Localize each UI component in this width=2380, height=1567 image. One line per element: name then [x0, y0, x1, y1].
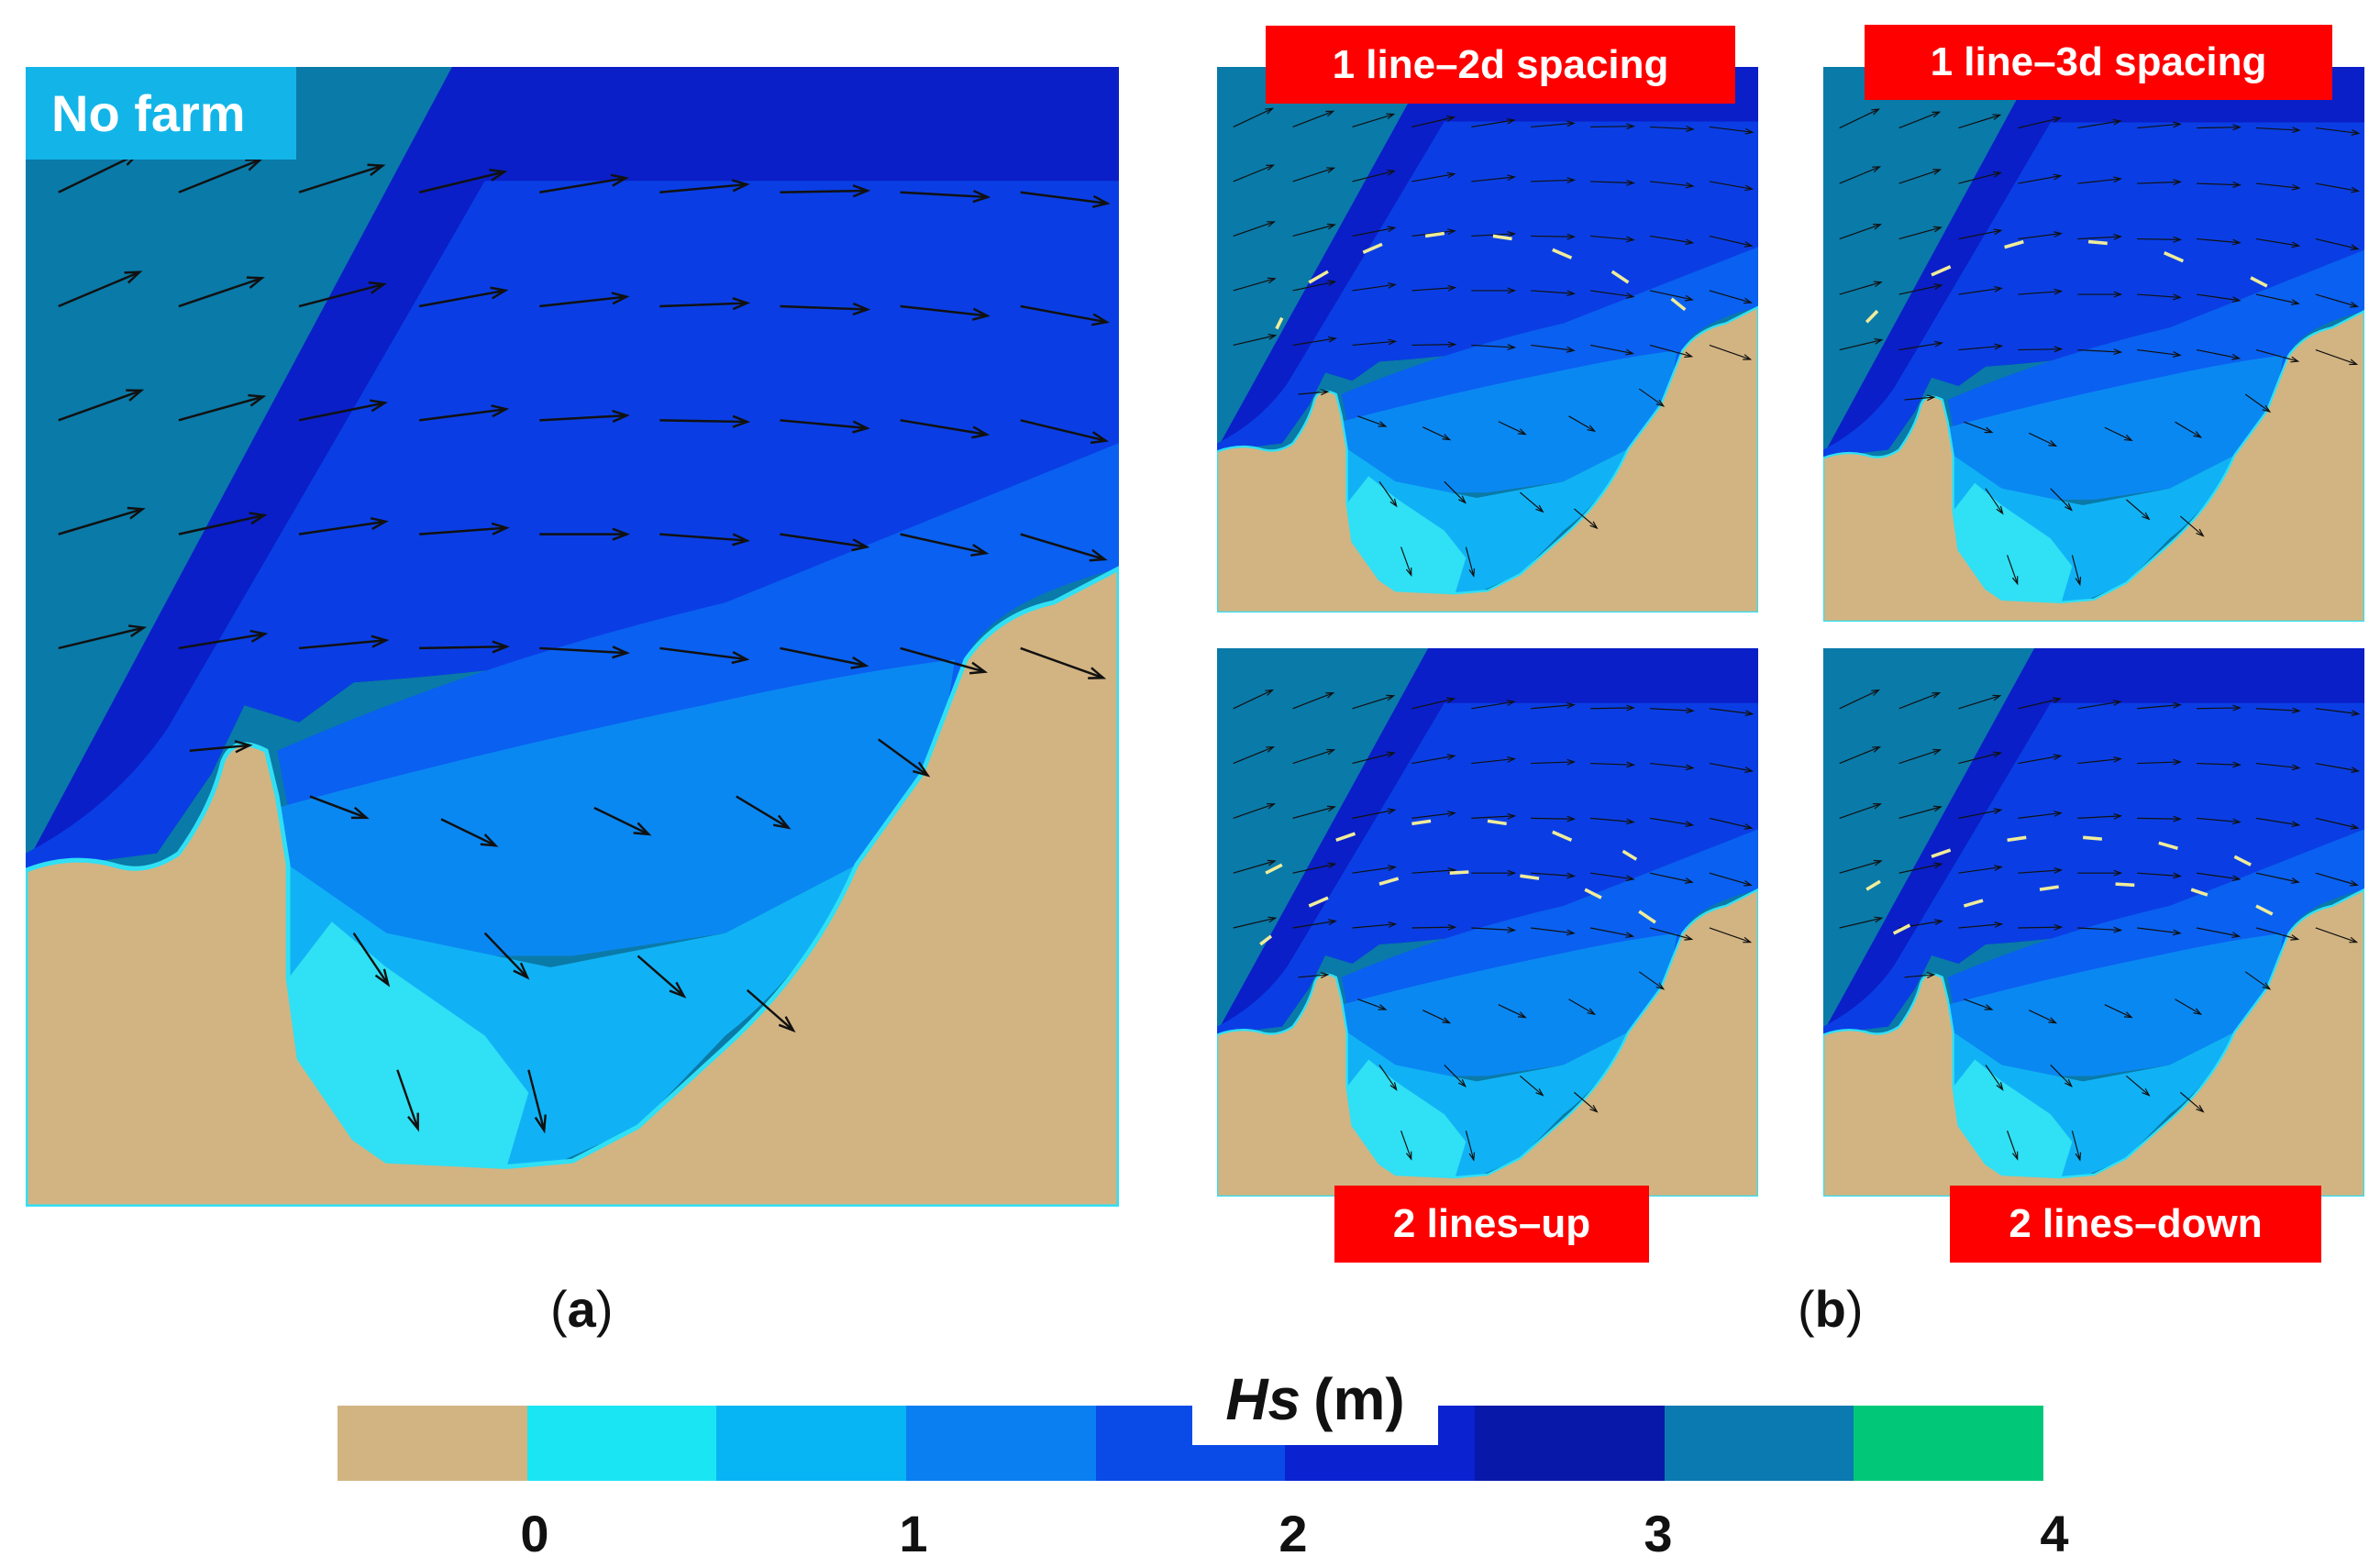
- hs-band-band_1_5: [1947, 355, 2284, 500]
- colorbar-tick-3: 3: [1644, 1505, 1673, 1562]
- land-area: [1823, 888, 2364, 1197]
- farm-device: [1670, 297, 1687, 312]
- wave-direction-arrows: [1233, 689, 1755, 1162]
- subfigure-label-a: (a): [550, 1280, 614, 1338]
- wave-direction-arrows: [1839, 689, 2361, 1162]
- hs-band-band_1_5: [277, 659, 956, 956]
- farm-device: [1520, 874, 1540, 880]
- farm-device: [1622, 849, 1638, 861]
- farm-device: [2158, 841, 2178, 850]
- land-area: [26, 566, 1119, 1207]
- wave-direction-arrows: [58, 152, 1111, 1134]
- farm-device: [1638, 910, 1656, 924]
- farm-device: [1265, 863, 1283, 875]
- hs-band-band_2_5: [1823, 122, 2364, 461]
- farm-device: [2190, 888, 2208, 897]
- farm-device: [2087, 239, 2108, 246]
- farm-device: [2250, 276, 2268, 288]
- no-farm-label: No farm: [26, 67, 296, 160]
- hs-band-band_1_5: [1341, 932, 1677, 1076]
- farm-device: [1275, 316, 1284, 330]
- farm-device: [1487, 819, 1507, 826]
- hs-band-band_1_5: [1947, 932, 2284, 1076]
- farm-device: [2007, 835, 2027, 843]
- farm-device: [2004, 239, 2024, 249]
- hs-band-band_0_5: [1346, 476, 1467, 594]
- colorbar-segment: [1664, 1406, 1854, 1481]
- colorbar: [338, 1406, 2044, 1481]
- panel-b-bottom-left-map: [1217, 648, 1758, 1197]
- land-area: [1217, 305, 1758, 612]
- panel-b-top-left-svg: [1217, 67, 1758, 612]
- subfigure-label-b: (b): [1798, 1280, 1864, 1338]
- land-area: [1217, 888, 1758, 1197]
- panel-b-bottom-left-svg: [1217, 648, 1758, 1197]
- wave-direction-arrows: [1839, 108, 2361, 587]
- panel-a-svg: [26, 67, 1119, 1207]
- subfigure-letter-a: a: [567, 1280, 596, 1338]
- colorbar-tick-0: 0: [520, 1505, 549, 1562]
- farm-device: [2233, 855, 2252, 866]
- farm-device: [1963, 899, 1984, 908]
- panel-a-map: [26, 67, 1119, 1207]
- farm-device: [2164, 251, 2185, 263]
- label-1-line-3d-spacing: 1 line–3d spacing: [1865, 25, 2332, 100]
- colorbar-title: Hs (m): [1192, 1353, 1438, 1445]
- farm-device: [2255, 904, 2274, 916]
- wave-direction-arrows: [1233, 107, 1755, 578]
- farm-device: [1865, 879, 1881, 891]
- hs-band-band_1_5: [1341, 350, 1677, 493]
- farm-device: [1424, 231, 1445, 238]
- farm-device: [1865, 309, 1879, 324]
- farm-device: [1611, 270, 1630, 284]
- colorbar-segment: [716, 1406, 907, 1481]
- panel-b-bottom-right-map: [1823, 648, 2364, 1197]
- farm-device: [1552, 248, 1573, 259]
- farm-device: [2039, 885, 2059, 891]
- farm-device: [2115, 882, 2135, 888]
- farm-device: [1449, 870, 1469, 875]
- hs-band-band_2_5: [1217, 121, 1758, 455]
- farm-device: [1584, 888, 1602, 899]
- colorbar-segment: [526, 1406, 717, 1481]
- hs-band-band_0_5: [1346, 1059, 1467, 1178]
- panel-b-bottom-right-svg: [1823, 648, 2364, 1197]
- subfigure-letter-b: b: [1814, 1280, 1846, 1338]
- panel-b-top-right-svg: [1823, 67, 2364, 622]
- hs-band-band_0_5: [1953, 482, 2073, 602]
- farm-device: [1411, 819, 1432, 826]
- colorbar-segment: [906, 1406, 1096, 1481]
- panel-b-top-left-map: [1217, 67, 1758, 612]
- farm-device: [1259, 934, 1273, 946]
- hs-band-band_0_5: [288, 921, 529, 1167]
- farm-device: [1335, 832, 1356, 842]
- farm-device: [1308, 270, 1329, 284]
- farm-device: [2083, 835, 2103, 841]
- panel-b-top-right-map: [1823, 67, 2364, 622]
- farm-device: [1308, 896, 1329, 908]
- farm-device: [1362, 242, 1383, 254]
- hs-band-band_0_5: [1953, 1059, 2073, 1178]
- land-area: [1823, 309, 2364, 622]
- farm-device: [1931, 848, 1952, 858]
- colorbar-segment: [1854, 1406, 2044, 1481]
- label-2-lines-down: 2 lines–down: [1950, 1186, 2321, 1263]
- farm-device: [1552, 830, 1573, 842]
- colorbar-segment: [1475, 1406, 1665, 1481]
- label-2-lines-up: 2 lines–up: [1334, 1186, 1649, 1263]
- colorbar-unit: (m): [1313, 1366, 1405, 1432]
- colorbar-tick-2: 2: [1279, 1505, 1308, 1562]
- hs-band-band_2_5: [1217, 702, 1758, 1038]
- farm-device: [1931, 265, 1952, 277]
- colorbar-variable: Hs: [1225, 1366, 1301, 1432]
- farm-device: [1892, 923, 1911, 935]
- colorbar-tick-1: 1: [899, 1505, 928, 1562]
- colorbar-tick-4: 4: [2040, 1505, 2069, 1562]
- colorbar-segment: [338, 1406, 527, 1481]
- farm-device: [1492, 234, 1512, 241]
- label-1-line-2d-spacing: 1 line–2d spacing: [1266, 26, 1735, 104]
- hs-band-band_2_5: [26, 181, 1119, 877]
- hs-band-band_2_5: [1823, 702, 2364, 1038]
- farm-device: [1378, 877, 1400, 886]
